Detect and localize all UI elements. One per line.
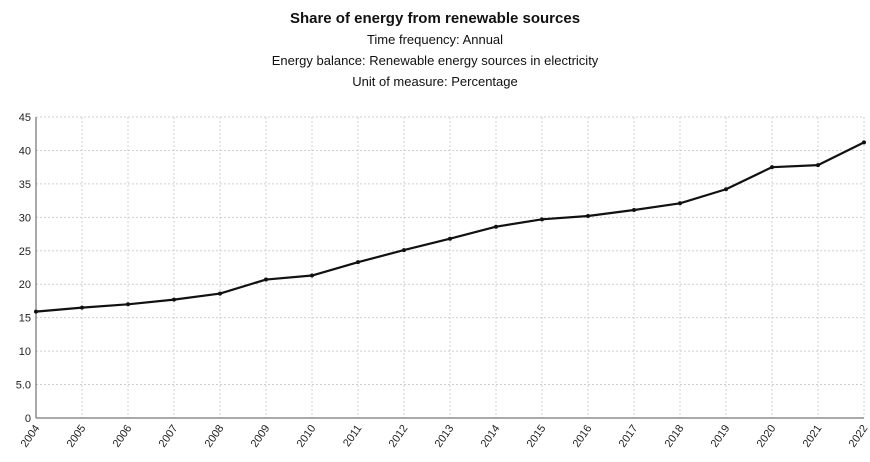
y-tick-label: 5.0: [16, 380, 31, 392]
chart-subtitle-frequency: Time frequency: Annual: [366, 32, 504, 47]
data-point[interactable]: [540, 217, 544, 222]
data-point[interactable]: [264, 277, 268, 282]
data-point[interactable]: [80, 305, 84, 310]
data-point[interactable]: [448, 236, 452, 241]
y-tick-label: 0: [25, 413, 31, 425]
y-tick-label: 30: [19, 212, 31, 224]
y-tick-label: 10: [19, 346, 31, 358]
x-tick-label: 2009: [249, 423, 273, 450]
y-tick-label: 35: [19, 179, 31, 191]
x-tick-label: 2004: [19, 423, 43, 450]
y-tick-label: 25: [19, 246, 31, 258]
data-point[interactable]: [356, 260, 360, 265]
data-point[interactable]: [678, 201, 682, 206]
x-axis-ticks: 2004 2005 2006 2007 2008 2009 2010 2011 2012 2013…: [19, 423, 870, 450]
data-point[interactable]: [816, 163, 820, 168]
x-tick-label: 2012: [387, 423, 411, 450]
data-point[interactable]: [586, 213, 590, 218]
x-tick-label: 2017: [617, 423, 641, 450]
data-point[interactable]: [494, 224, 498, 229]
y-tick-label: 45: [19, 112, 31, 124]
data-point[interactable]: [218, 291, 222, 296]
data-point[interactable]: [310, 273, 314, 278]
x-tick-label: 2005: [65, 423, 89, 450]
x-tick-label: 2018: [663, 423, 687, 450]
data-point[interactable]: [126, 302, 130, 307]
y-axis-ticks: 0 5.0 10 15 20 25 30 35 40 45: [16, 112, 31, 425]
data-point[interactable]: [402, 248, 406, 253]
x-tick-label: 2010: [295, 423, 319, 450]
data-point[interactable]: [632, 207, 636, 212]
chart-subtitle-unit: Unit of measure: Percentage: [352, 74, 518, 89]
x-tick-label: 2021: [801, 423, 825, 450]
chart-title: Share of energy from renewable sources: [289, 10, 581, 27]
x-tick-label: 2015: [525, 423, 549, 450]
x-tick-label: 2019: [709, 423, 733, 450]
x-tick-label: 2013: [433, 423, 457, 450]
x-tick-label: 2011: [341, 423, 364, 449]
data-point[interactable]: [862, 140, 866, 145]
data-point[interactable]: [172, 297, 176, 302]
x-tick-label: 2022: [847, 423, 870, 450]
series: [34, 140, 866, 314]
grid: [35, 116, 865, 419]
y-tick-label: 20: [19, 279, 31, 291]
y-tick-label: 40: [19, 145, 31, 157]
x-tick-label: 2008: [203, 423, 227, 450]
chart-titles: Share of energy from renewable sources T…: [0, 8, 870, 92]
data-point[interactable]: [770, 165, 774, 170]
chart-subtitle-energy-balance: Energy balance: Renewable energy sources…: [271, 53, 599, 68]
data-point[interactable]: [34, 309, 38, 314]
x-tick-label: 2006: [111, 423, 135, 450]
y-tick-label: 15: [19, 313, 31, 325]
x-tick-label: 2007: [157, 423, 181, 450]
x-tick-label: 2020: [755, 423, 779, 450]
x-tick-label: 2014: [479, 423, 503, 450]
x-tick-label: 2016: [571, 423, 595, 450]
data-point[interactable]: [724, 187, 728, 192]
